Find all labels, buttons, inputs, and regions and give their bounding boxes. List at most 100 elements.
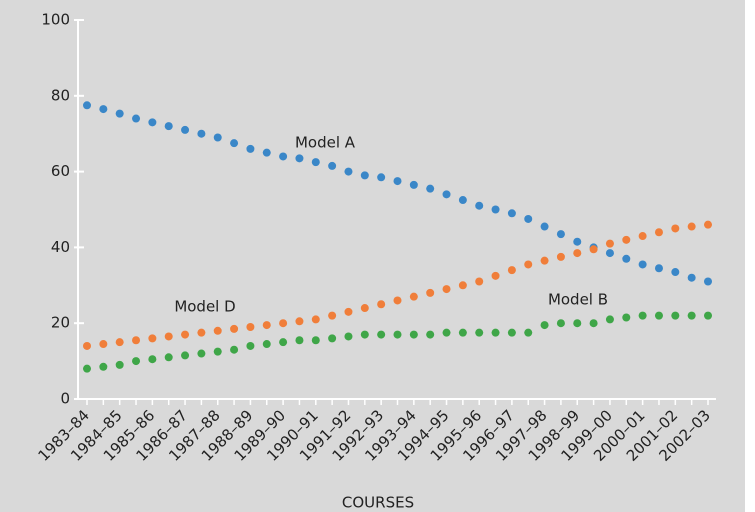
data-point [589,245,598,254]
data-point [279,319,288,328]
data-point [704,277,712,286]
data-point [328,311,337,320]
data-point [164,332,173,341]
y-tick-label: 20 [51,314,70,332]
data-point [115,360,124,369]
data-point [556,252,565,261]
data-point [507,328,516,337]
data-point [507,266,516,275]
data-point [132,357,141,366]
data-point [328,334,337,343]
data-point [197,349,206,358]
data-point [213,133,222,142]
data-point [458,196,467,205]
data-point [360,304,369,313]
data-point [99,362,108,371]
data-point [491,271,500,280]
data-point [148,118,157,127]
data-point [181,330,190,339]
data-point [164,122,173,131]
data-point [507,209,516,218]
data-point [377,300,386,309]
data-point [540,256,549,265]
data-point [360,330,369,339]
y-tick-label: 60 [51,162,70,180]
data-point [311,336,320,345]
y-tick-label: 0 [60,390,70,408]
data-point [83,341,91,350]
data-point [475,277,484,286]
data-point [99,105,108,114]
data-point [458,281,467,290]
data-point [687,222,696,231]
x-axis-label: COURSES [342,494,414,512]
data-point [524,328,533,337]
data-point [409,330,418,339]
data-point [409,292,418,301]
data-point [622,235,631,244]
data-point [230,345,239,354]
data-point [426,184,435,193]
y-tick-label: 100 [41,11,70,29]
data-point [704,311,712,320]
data-point [491,328,500,337]
data-point [654,264,663,273]
data-point [393,177,402,186]
data-point [605,249,614,258]
data-point [671,268,680,277]
data-point [360,171,369,180]
data-point [344,167,353,176]
data-point [573,319,582,328]
data-point [458,328,467,337]
data-point [426,288,435,297]
series-label: Model D [174,298,235,316]
data-point [654,228,663,237]
data-point [262,148,271,157]
data-point [262,321,271,330]
data-point [622,254,631,263]
data-point [115,338,124,347]
data-point [148,355,157,364]
data-point [148,334,157,343]
data-point [230,139,239,148]
data-point [132,336,141,345]
data-point [295,336,304,345]
data-point [213,326,222,335]
series-label: Model B [548,291,608,309]
data-point [638,232,647,241]
data-point [687,273,696,282]
data-point [638,260,647,269]
data-point [491,205,500,214]
data-point [377,173,386,182]
data-point [344,307,353,316]
data-point [83,101,91,110]
data-point [132,114,141,123]
data-point [573,237,582,246]
series-label: Model A [295,134,356,152]
data-point [409,180,418,189]
data-point [573,249,582,258]
y-tick-label: 40 [51,238,70,256]
data-point [377,330,386,339]
data-point [426,330,435,339]
data-point [475,328,484,337]
data-point [393,296,402,305]
y-tick-label: 80 [51,86,70,104]
data-point [230,324,239,333]
data-point [246,341,255,350]
data-point [246,144,255,153]
data-point [295,317,304,326]
data-point [704,220,712,229]
data-point [556,319,565,328]
data-point [181,351,190,360]
data-point [524,214,533,223]
data-point [295,154,304,163]
data-point [213,347,222,356]
data-point [540,222,549,231]
data-point [540,321,549,330]
data-point [83,364,91,373]
data-point [344,332,353,341]
